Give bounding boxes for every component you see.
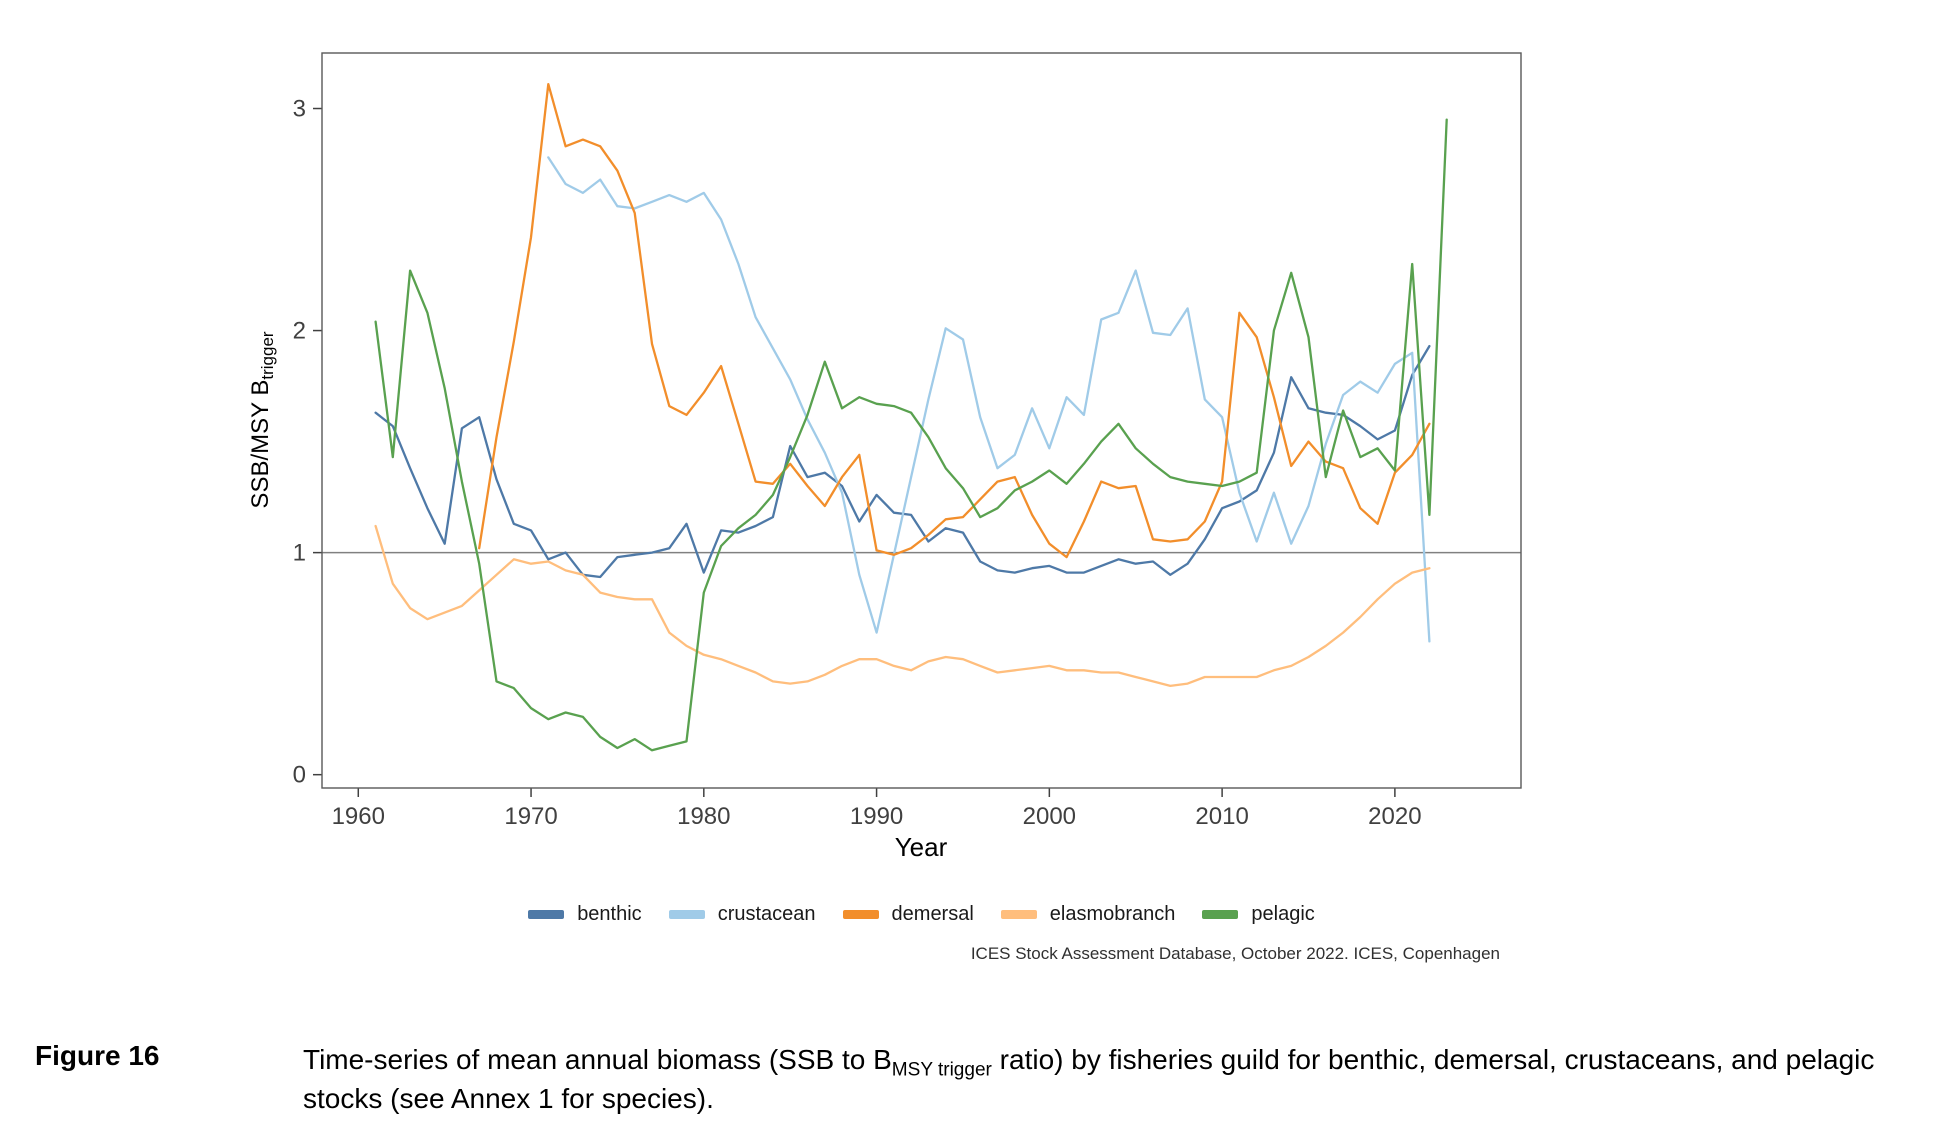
panel-border [321,52,1522,789]
y-axis-title: SSB/MSY Btrigger [247,331,277,508]
caption-text-subscript: MSY trigger [891,1059,992,1081]
chart-area: 1960 1970 1980 1990 2000 2010 2020 0 1 2 3 Year SS… [247,52,1522,963]
y-tick-label: 1 [293,540,306,567]
x-tick-label: 1990 [850,803,903,830]
chart-legend: benthic crustacean demersal elasmobranch pel… [322,903,1521,926]
legend-label: elasmobranch [1049,903,1176,925]
legend-label: demersal [891,903,974,925]
legend-item-benthic: benthic [528,903,642,926]
legend-label: pelagic [1251,903,1315,925]
source-note: ICES Stock Assessment Database, October … [970,944,1500,963]
x-tick-label: 2000 [1023,803,1076,830]
x-tick-label: 2010 [1195,803,1248,830]
series-line-elasmobranch [374,524,1431,688]
y-tick-label: 2 [293,318,306,345]
x-tick-label: 1970 [504,803,557,830]
x-tick-label: 1980 [677,803,730,830]
series-line-pelagic [374,118,1448,752]
legend-item-crustacean: crustacean [668,903,816,926]
series-lines-group [374,82,1448,752]
legend-label: crustacean [717,903,816,925]
caption-text-suffix: ratio) by fisheries guild for benthic, d… [303,1044,1875,1114]
legend-swatch-pelagic [1202,910,1239,919]
x-axis-title: Year [895,832,948,862]
series-line-demersal [478,82,1431,559]
legend-swatch-elasmobranch [1000,910,1037,919]
y-axis-title-main: SSB/MSY B [247,380,274,509]
biomass-timeseries-chart: 1960 1970 1980 1990 2000 2010 2020 0 1 2 3 Year SS… [247,52,1522,862]
legend-item-elasmobranch: elasmobranch [1000,903,1176,926]
axis-ticks-group: 1960 1970 1980 1990 2000 2010 2020 0 1 2 3 [293,96,1422,830]
legend-swatch-benthic [528,910,565,919]
caption-text: Time-series of mean annual biomass (SSB … [303,1040,1928,1118]
legend-item-demersal: demersal [842,903,974,926]
caption-label: Figure 16 [35,1040,160,1071]
legend-swatch-demersal [842,910,879,919]
legend-item-pelagic: pelagic [1202,903,1315,926]
y-tick-label: 0 [293,762,306,789]
legend-label: benthic [577,903,642,925]
series-line-benthic [374,344,1431,579]
x-tick-label: 2020 [1368,803,1421,830]
legend-swatch-crustacean [668,910,705,919]
y-tick-label: 3 [293,96,306,123]
caption-text-prefix: Time-series of mean annual biomass (SSB … [303,1044,892,1075]
series-line-crustacean [547,156,1431,643]
y-axis-title-subscript: trigger [258,331,277,380]
x-tick-label: 1960 [332,803,385,830]
